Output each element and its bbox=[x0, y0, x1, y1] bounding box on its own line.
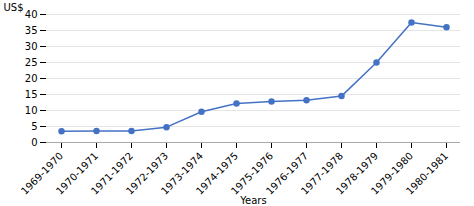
svg-text:0: 0 bbox=[31, 137, 37, 148]
svg-text:25: 25 bbox=[25, 57, 38, 68]
svg-text:30: 30 bbox=[25, 41, 38, 52]
svg-text:1970-1971: 1970-1971 bbox=[53, 150, 101, 197]
svg-text:35: 35 bbox=[25, 25, 38, 36]
svg-text:1969-1970: 1969-1970 bbox=[18, 150, 66, 197]
svg-text:40: 40 bbox=[25, 9, 38, 20]
svg-text:20: 20 bbox=[25, 73, 38, 84]
svg-text:10: 10 bbox=[25, 105, 38, 116]
svg-text:1976-1977: 1976-1977 bbox=[263, 150, 311, 197]
svg-text:1975-1976: 1975-1976 bbox=[228, 150, 276, 197]
svg-text:US$: US$ bbox=[4, 2, 24, 13]
svg-text:1973-1974: 1973-1974 bbox=[158, 150, 206, 197]
svg-text:1977-1978: 1977-1978 bbox=[298, 150, 346, 197]
svg-text:1971-1972: 1971-1972 bbox=[88, 150, 136, 197]
svg-text:Years: Years bbox=[239, 195, 266, 206]
svg-text:1972-1973: 1972-1973 bbox=[123, 150, 171, 197]
svg-text:15: 15 bbox=[25, 89, 38, 100]
svg-text:1978-1979: 1978-1979 bbox=[333, 150, 381, 197]
svg-text:5: 5 bbox=[31, 121, 37, 132]
svg-text:1979-1980: 1979-1980 bbox=[368, 150, 416, 197]
svg-text:1974-1975: 1974-1975 bbox=[193, 150, 241, 197]
svg-text:1980-1981: 1980-1981 bbox=[404, 150, 450, 196]
